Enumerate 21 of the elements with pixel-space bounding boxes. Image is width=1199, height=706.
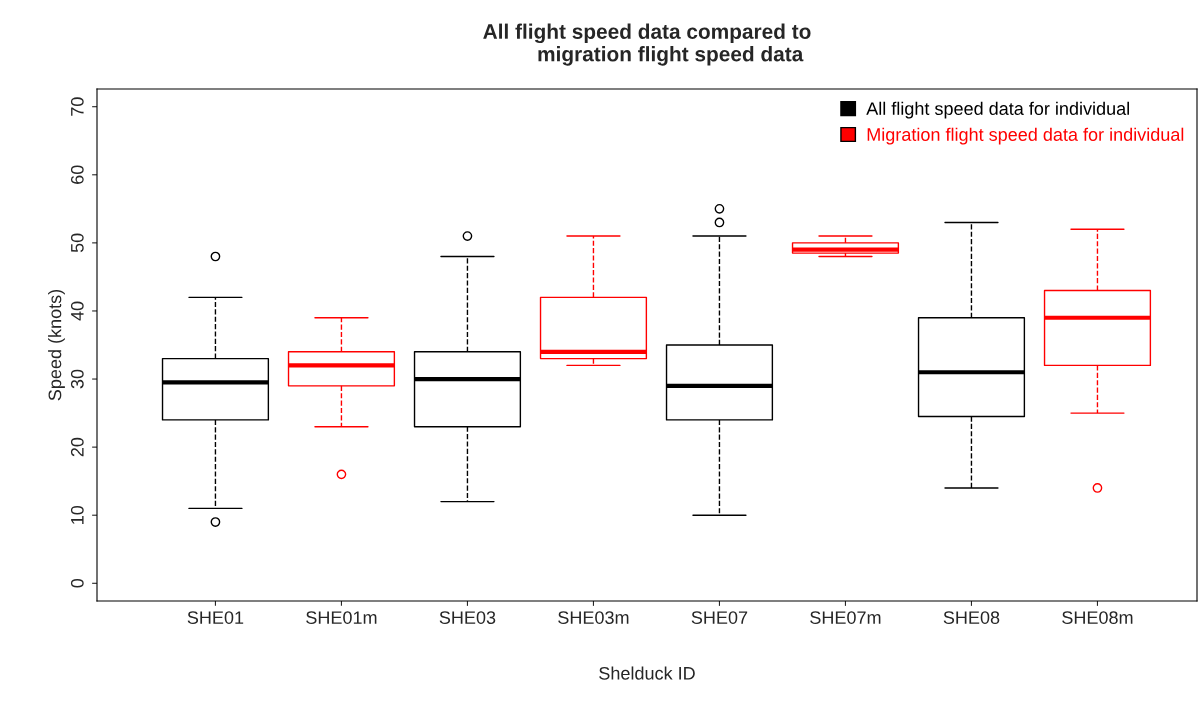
y-tick-label: 50 — [70, 233, 84, 253]
y-tick-label: 30 — [70, 369, 84, 389]
legend-label: Migration flight speed data for individual — [867, 127, 1184, 145]
y-tick-label: 70 — [70, 97, 84, 116]
x-tick-label: SHE01m — [306, 611, 377, 624]
chart-title: All flight speed data compared to migration flight speed data — [483, 23, 811, 66]
y-tick-label: 40 — [70, 301, 84, 321]
y-tick-label: 20 — [70, 437, 84, 457]
y-tick-label: 10 — [70, 505, 84, 524]
x-tick-label: SHE08m — [1062, 611, 1133, 624]
x-axis-title: Shelduck ID — [599, 666, 695, 680]
x-tick-label: SHE08 — [943, 611, 1000, 624]
x-tick-label: SHE03m — [558, 611, 629, 624]
x-tick-label: SHE03 — [439, 611, 496, 624]
x-tick-label: SHE07m — [810, 611, 881, 624]
x-tick-label: SHE01 — [187, 611, 244, 624]
y-axis-title: Speed (knots) — [48, 289, 65, 401]
x-tick-label: SHE07 — [691, 611, 748, 624]
y-tick-label: 60 — [70, 165, 84, 184]
y-tick-label: 0 — [70, 578, 84, 588]
legend-label: All flight speed data for individual — [866, 101, 1129, 119]
